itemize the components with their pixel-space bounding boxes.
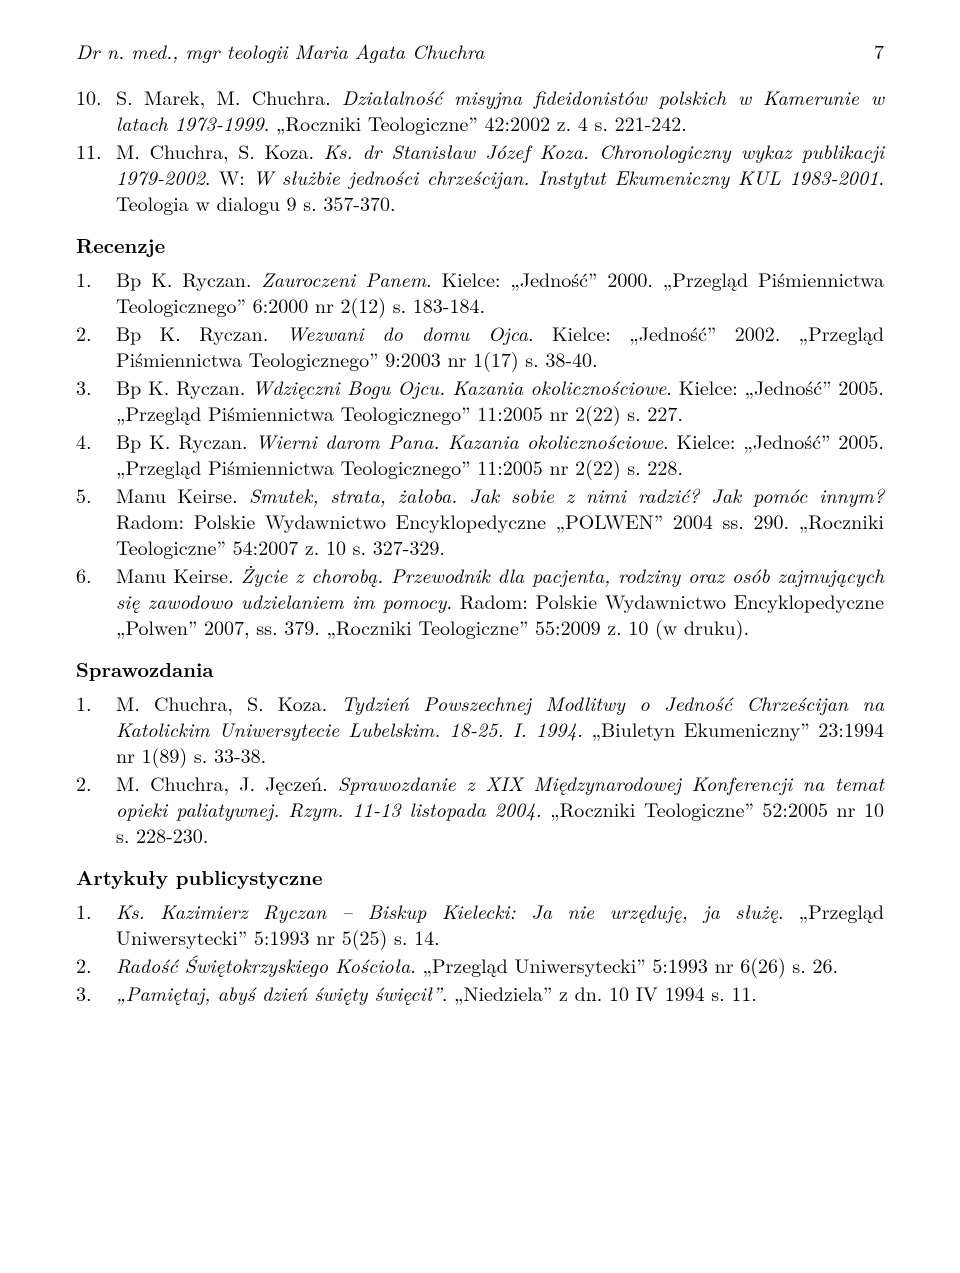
section-heading: Artykuły publicystyczne <box>76 864 884 890</box>
page: Dr n. med., mgr teologii Maria Agata Chu… <box>0 0 960 1273</box>
bibliography-item: M. Chuchra, S. Koza. Tydzień Powszechnej… <box>76 690 884 768</box>
section-heading: Recenzje <box>76 232 884 258</box>
bibliography-item: Bp K. Ryczan. Zauroczeni Panem. Kielce: … <box>76 266 884 318</box>
bibliography-item: M. Chuchra, J. Jęczeń. Sprawozdanie z XI… <box>76 770 884 848</box>
bibliography-list: M. Chuchra, S. Koza. Tydzień Powszechnej… <box>76 690 884 848</box>
bibliography-list: Ks. Kazimierz Ryczan – Biskup Kielecki: … <box>76 898 884 1006</box>
running-title: Dr n. med., mgr teologii Maria Agata Chu… <box>76 38 484 64</box>
bibliography-item: Bp K. Ryczan. Wezwani do domu Ojca. Kiel… <box>76 320 884 372</box>
bibliography-item: „Pamiętaj, abyś dzień święty święcił”. „… <box>76 980 884 1006</box>
page-number: 7 <box>874 38 884 64</box>
bibliography-continuation-list: S. Marek, M. Chuchra. Działalność misyjn… <box>76 84 884 216</box>
bibliography-list: Bp K. Ryczan. Zauroczeni Panem. Kielce: … <box>76 266 884 640</box>
section-heading: Sprawozdania <box>76 656 884 682</box>
bibliography-item: Manu Keirse. Smutek, strata, żałoba. Jak… <box>76 482 884 560</box>
running-header: Dr n. med., mgr teologii Maria Agata Chu… <box>76 38 884 64</box>
bibliography-item: Bp K. Ryczan. Wierni darom Pana. Kazania… <box>76 428 884 480</box>
bibliography-item: Radość Świętokrzyskiego Kościoła. „Przeg… <box>76 952 884 978</box>
bibliography-item: S. Marek, M. Chuchra. Działalność misyjn… <box>76 84 884 136</box>
bibliography-item: M. Chuchra, S. Koza. Ks. dr Stanisław Jó… <box>76 138 884 216</box>
bibliography-item: Ks. Kazimierz Ryczan – Biskup Kielecki: … <box>76 898 884 950</box>
bibliography-item: Bp K. Ryczan. Wdzięczni Bogu Ojcu. Kazan… <box>76 374 884 426</box>
bibliography-item: Manu Keirse. Życie z chorobą. Przewodnik… <box>76 562 884 640</box>
